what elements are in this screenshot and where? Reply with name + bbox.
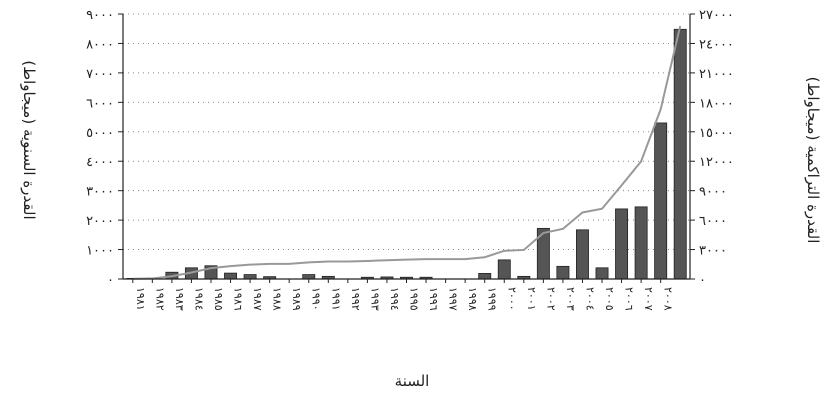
- left-tick-label: ٨٠٠٠: [86, 37, 114, 52]
- left-axis-ticks: ٠ ١٠٠٠ ٢٠٠٠ ٣٠٠٠ ٤٠٠٠ ٥٠٠٠ ٦٠٠٠ ٧٠٠٠ ٨٠٠٠ ٩٠٠٠: [86, 8, 123, 288]
- x-tick-label: ٢٠٠٤: [583, 287, 596, 311]
- bar: [478, 273, 492, 280]
- left-axis-title: القدرة السنوية (ميجاواط): [20, 60, 38, 219]
- x-tick-label: ١٩٨٢: [153, 287, 166, 311]
- x-tick-label: ١٩٩٧: [447, 287, 460, 311]
- left-tick-label: ٦٠٠٠: [86, 96, 114, 111]
- right-tick-label: ١٥٠٠٠: [699, 126, 734, 141]
- x-tick-label: ١٩٩٥: [408, 287, 421, 311]
- cumulative-line-series: [132, 25, 682, 280]
- bar: [224, 272, 237, 280]
- bar: [302, 274, 316, 280]
- x-tick-label: ٢٠٠٠: [505, 287, 518, 311]
- x-tick-label: ١٩٨٥: [212, 287, 225, 311]
- left-tick-label: ٧٠٠٠: [86, 67, 114, 82]
- x-tick-label: ١٩٨٤: [192, 287, 205, 311]
- x-tick-label: ١٩٩١: [329, 287, 342, 311]
- x-axis-ticks: ١٩٨١ ١٩٨٢ ١٩٨٣ ١٩٨٤ ١٩٨٥ ١٩٨٦ ١٩٨٧ ١٩٨٨ ١٩٨٩ ١٩٩٠…: [132, 279, 675, 311]
- x-tick-label: ٢٠٠٥: [603, 287, 616, 311]
- x-tick-label: ١٩٨٧: [251, 287, 264, 311]
- left-tick-label: ٥٠٠٠: [86, 126, 114, 141]
- left-tick-label: ٩٠٠٠: [86, 8, 114, 23]
- left-tick-label: ٣٠٠٠: [86, 185, 114, 200]
- x-tick-label: ٢٠٠٨: [662, 287, 675, 311]
- bar: [634, 206, 648, 280]
- left-tick-label: ٤٠٠٠: [86, 155, 114, 170]
- right-tick-label: ١٢٠٠٠: [699, 155, 734, 170]
- right-tick-label: ٣٠٠٠: [699, 244, 727, 259]
- bar: [576, 229, 589, 280]
- right-tick-label: ٦٠٠٠: [699, 214, 727, 229]
- x-tick-label: ١٩٨٨: [271, 287, 284, 311]
- x-tick-label: ١٩٩٤: [388, 287, 401, 311]
- cumulative-line: [132, 25, 682, 280]
- right-tick-label: ٢١٠٠٠: [699, 67, 734, 82]
- right-tick-label: ٠: [699, 273, 706, 288]
- bar-series: [126, 28, 687, 280]
- right-axis-title: القدرة التراكمية (ميجاواط): [804, 77, 822, 244]
- bar: [595, 267, 609, 280]
- right-tick-label: ٢٧٠٠٠: [699, 8, 734, 23]
- x-tick-label: ٢٠٠٢: [544, 287, 557, 311]
- right-tick-label: ١٨٠٠٠: [699, 96, 734, 111]
- x-tick-label: ١٩٨١: [134, 287, 147, 311]
- bar: [556, 265, 570, 280]
- left-tick-label: ٢٠٠٠: [86, 214, 114, 229]
- x-tick-label: ٢٠٠٧: [642, 287, 655, 311]
- bar: [615, 208, 629, 280]
- x-tick-label: ١٩٩٩: [486, 287, 499, 311]
- left-tick-label: ٠: [107, 273, 114, 288]
- right-tick-label: ٢٤٠٠٠: [699, 37, 734, 52]
- x-tick-label: ٢٠٠٦: [623, 287, 636, 311]
- bar: [673, 28, 687, 280]
- x-tick-label: ١٩٩٠: [310, 287, 323, 311]
- x-tick-label: ١٩٩٦: [427, 287, 440, 311]
- x-tick-label: ١٩٨٣: [173, 287, 186, 311]
- x-tick-label: ٢٠٠١: [525, 287, 538, 311]
- right-axis-ticks: ٠ ٣٠٠٠ ٦٠٠٠ ٩٠٠٠ ١٢٠٠٠ ١٥٠٠٠ ١٨٠٠٠ ٢١٠٠٠ ٢٤٠٠٠ ٢٧…: [690, 8, 734, 288]
- bar: [243, 274, 257, 280]
- bar: [654, 122, 668, 280]
- x-tick-label: ١٩٨٩: [290, 287, 303, 311]
- bar: [497, 259, 511, 280]
- grid-lines: [123, 13, 690, 251]
- x-tick-label: ١٩٩٨: [466, 287, 479, 311]
- x-tick-label: ١٩٨٦: [232, 287, 245, 311]
- x-tick-label: ١٩٩٢: [349, 287, 362, 311]
- x-axis-title: السنة: [395, 372, 430, 390]
- right-tick-label: ٩٠٠٠: [699, 185, 727, 200]
- left-tick-label: ١٠٠٠: [86, 244, 114, 259]
- x-tick-label: ١٩٩٣: [368, 287, 381, 311]
- axes: [122, 14, 691, 280]
- x-tick-label: ٢٠٠٣: [564, 287, 577, 311]
